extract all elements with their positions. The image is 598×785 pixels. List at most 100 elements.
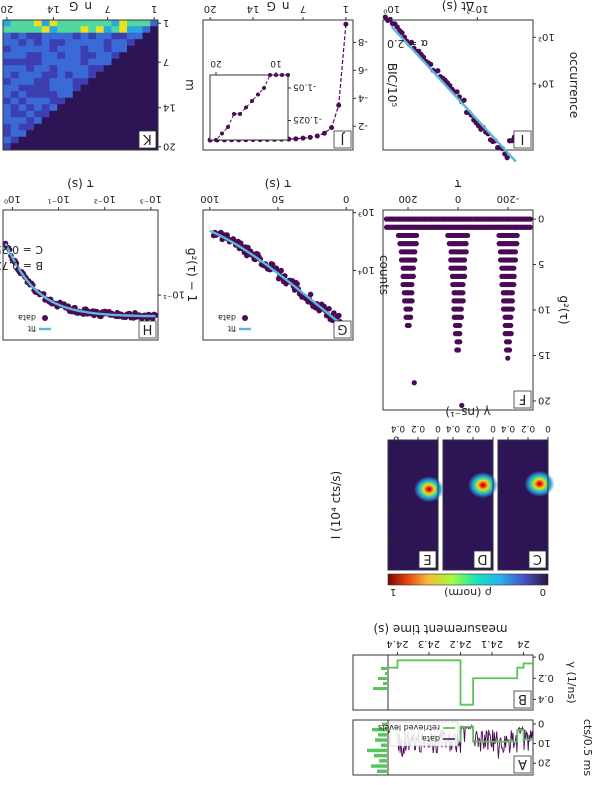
panel-k-cell — [25, 65, 34, 72]
panel-k-cell — [95, 65, 104, 72]
panel-k-cell — [10, 91, 19, 98]
panel-g-point — [307, 291, 314, 298]
panel-k-cell — [72, 104, 81, 111]
panel-k-cell — [142, 117, 151, 124]
panel-i-point — [389, 21, 396, 27]
panel-k-cell — [134, 71, 143, 79]
panel-k-cell — [134, 143, 143, 150]
panel-j-label: J — [341, 131, 346, 146]
panel-k-cell — [10, 19, 19, 27]
panel-k-cell — [111, 123, 120, 131]
panel-k-cell — [134, 117, 143, 124]
panel-k-cell — [64, 58, 73, 66]
panel-k-cell — [118, 52, 127, 59]
panel-k-cell — [41, 143, 50, 150]
panel-k-cell — [25, 32, 34, 40]
panel-i-ytick: 10² — [538, 31, 555, 42]
panel-e-frame — [387, 439, 439, 571]
panel-a-hist-bar — [367, 748, 387, 753]
panel-k-cell — [103, 32, 112, 40]
panel-k-cell — [25, 58, 34, 66]
panel-k-cell — [25, 117, 34, 124]
panel-k-cell — [41, 110, 50, 118]
panel-k-cell — [33, 143, 42, 150]
panel-f-point — [500, 290, 506, 296]
panel-k-cell — [149, 97, 158, 105]
panel-k-cell — [25, 123, 34, 131]
panel-k-cell — [41, 71, 50, 79]
panel-k-cell — [103, 78, 112, 85]
panel-k-cell — [10, 136, 19, 144]
panel-k-cell — [95, 136, 104, 144]
panel-k-cell — [118, 84, 127, 92]
panel-k-cell — [95, 117, 104, 124]
panel-k-cell — [126, 39, 135, 46]
panel-k-cell — [87, 84, 96, 92]
panel-a-hist-bar — [375, 738, 387, 742]
panel-k-cell — [95, 130, 104, 137]
panel-k-cell — [18, 136, 27, 144]
panel-g-point — [275, 275, 282, 282]
panel-k-cell — [95, 84, 104, 92]
panel-j-inset-point — [232, 112, 236, 116]
panel-k-cell — [41, 123, 50, 131]
panel-k-cell — [41, 58, 50, 66]
panel-k-cell — [72, 58, 81, 66]
panel-k-cell — [41, 65, 50, 72]
panel-j-point — [329, 125, 335, 131]
panel-k-cell — [2, 65, 11, 72]
panel-k-cell — [142, 52, 151, 59]
panel-k-cell — [95, 19, 104, 27]
panel-k-cell — [103, 65, 112, 72]
panel-k-cell — [111, 52, 120, 59]
panel-k-cell — [49, 117, 58, 124]
panel-k-cell — [2, 84, 11, 92]
panel-k-cell — [2, 117, 11, 124]
panel-f-point — [398, 257, 405, 263]
panel-k-cell — [33, 78, 42, 85]
panel-a-ytick: 10 — [538, 737, 551, 748]
heatmap-xtick: 0.2 — [411, 423, 425, 433]
panel-k-cell — [25, 136, 34, 144]
panel-k-cell — [103, 58, 112, 66]
panel-k-cell — [87, 123, 96, 131]
panel-f-ytick: 5 — [538, 258, 544, 269]
panel-f-point — [446, 241, 452, 247]
panel-k-cell — [18, 110, 27, 118]
panel-k-cell — [49, 45, 58, 53]
panel-k-cell — [10, 65, 19, 72]
panel-h-fit-line — [4, 243, 156, 318]
panel-k-cell — [149, 78, 158, 85]
panel-f-point — [500, 306, 507, 312]
panel-k-cell — [33, 19, 42, 27]
panel-h-ytick: 10⁻¹ — [163, 289, 185, 300]
panel-k-cell — [95, 71, 104, 79]
panel-k-cell — [72, 123, 81, 131]
panel-k-cell — [56, 19, 65, 27]
panel-f-xtick: 200 — [398, 193, 417, 204]
panel-k-cell — [134, 104, 143, 111]
panel-f-point — [505, 355, 511, 361]
panel-f-point — [451, 290, 457, 296]
panel-k-cell — [25, 130, 34, 137]
panel-k-cell — [103, 26, 112, 33]
panel-k-cell — [25, 71, 34, 79]
panel-k-cell — [56, 123, 65, 131]
panel-k-cell — [87, 52, 96, 59]
panel-k-cell — [2, 39, 11, 46]
panel-k-cell — [41, 91, 50, 98]
panel-b-label: B — [518, 691, 527, 706]
panel-k-cell — [111, 26, 120, 33]
panel-k-ytick: 7 — [163, 56, 169, 67]
panel-k-cell — [2, 26, 11, 33]
panel-g-xtick: 50 — [272, 193, 285, 204]
panel-k-cell — [64, 143, 73, 150]
panel-k-xlabel: n_G — [69, 0, 92, 13]
panel-k-cell — [72, 52, 81, 59]
panel-f-xtick: -200 — [497, 193, 520, 204]
panel-a-hist-bar — [377, 769, 387, 773]
panel-k-cell — [149, 45, 158, 53]
panel-b-xtick: 24.4 — [386, 638, 408, 649]
panel-f-point — [445, 232, 451, 239]
panel-k-cell — [72, 110, 81, 118]
